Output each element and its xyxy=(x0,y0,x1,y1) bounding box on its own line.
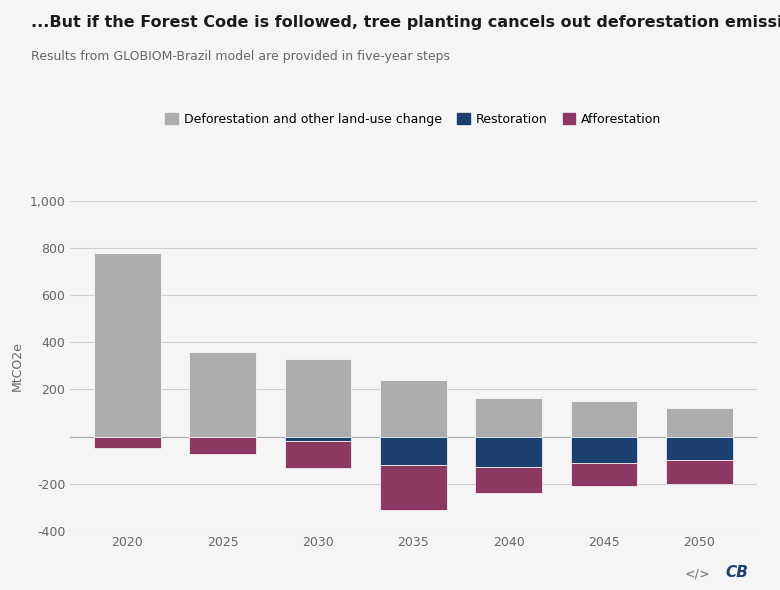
Text: Results from GLOBIOM-Brazil model are provided in five-year steps: Results from GLOBIOM-Brazil model are pr… xyxy=(31,50,450,63)
Bar xyxy=(380,380,447,437)
Bar xyxy=(285,359,352,437)
Bar xyxy=(475,437,542,467)
Bar xyxy=(380,465,447,510)
Bar xyxy=(285,437,352,441)
Legend: Deforestation and other land-use change, Restoration, Afforestation: Deforestation and other land-use change,… xyxy=(160,108,667,131)
Text: ...But if the Forest Code is followed, tree planting cancels out deforestation e: ...But if the Forest Code is followed, t… xyxy=(31,15,780,30)
Bar xyxy=(666,460,732,484)
Bar xyxy=(666,437,732,460)
Bar xyxy=(380,437,447,465)
Bar xyxy=(94,437,161,448)
Bar xyxy=(571,437,637,463)
Bar xyxy=(190,437,256,454)
Bar xyxy=(190,352,256,437)
Bar xyxy=(571,401,637,437)
Bar xyxy=(475,398,542,437)
Text: </>: </> xyxy=(684,567,710,580)
Bar xyxy=(475,467,542,493)
Text: CB: CB xyxy=(726,565,749,580)
Bar xyxy=(285,441,352,468)
Y-axis label: MtCO2e: MtCO2e xyxy=(11,341,24,391)
Bar xyxy=(94,253,161,437)
Bar xyxy=(666,408,732,437)
Bar xyxy=(571,463,637,486)
